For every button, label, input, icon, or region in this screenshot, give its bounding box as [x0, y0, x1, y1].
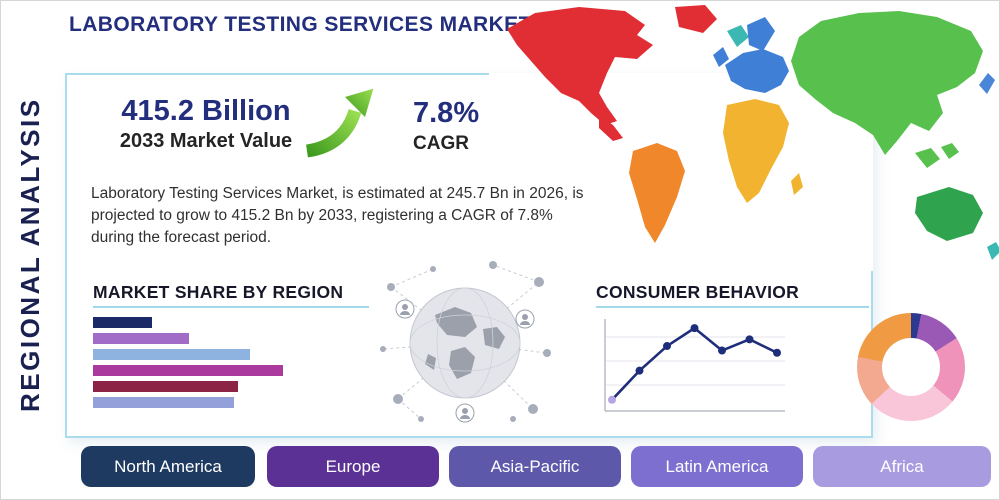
region-button-europe[interactable]: Europe — [267, 446, 439, 487]
region-button-asia-pacific[interactable]: Asia-Pacific — [449, 446, 621, 487]
region-button-latin-america[interactable]: Latin America — [631, 446, 803, 487]
map-japan — [979, 73, 995, 94]
cagr-caption: CAGR — [413, 133, 469, 154]
market-value-block: 415.2 Billion 2033 Market Value — [96, 95, 316, 153]
map-iceland — [727, 25, 749, 47]
market-share-bar-chart — [93, 317, 289, 413]
donut-chart — [857, 313, 965, 421]
market-value: 415.2 Billion — [121, 95, 291, 127]
region-button-africa[interactable]: Africa — [813, 446, 991, 487]
market-share-bar-4 — [93, 365, 284, 376]
growth-arrow-icon — [305, 88, 374, 158]
card-border — [65, 436, 873, 438]
market-value-caption: 2033 Market Value — [119, 130, 293, 152]
map-scandinavia — [747, 17, 775, 51]
region-button-label: Asia-Pacific — [490, 456, 580, 476]
region-button-label: North America — [114, 456, 222, 476]
cagr-value: 7.8% — [413, 97, 480, 129]
market-share-bar-5 — [93, 381, 239, 392]
heading-underline — [596, 306, 869, 308]
map-sea-islands — [941, 143, 959, 159]
map-australia — [915, 187, 983, 241]
cagr-block: 7.8% CAGR — [413, 97, 479, 155]
heading-underline — [93, 306, 369, 308]
card-border — [65, 73, 67, 438]
market-share-bar-3 — [93, 349, 250, 360]
side-label-regional-analysis: REGIONAL ANALYSIS — [15, 97, 45, 413]
page-title: LABORATORY TESTING SERVICES MARKET — [69, 13, 532, 36]
region-button-label: Europe — [325, 456, 381, 476]
market-share-bar-6 — [93, 397, 235, 408]
market-share-bar-2 — [93, 333, 190, 344]
region-button-label: Latin America — [665, 456, 769, 476]
market-description: Laboratory Testing Services Market, is e… — [91, 185, 584, 246]
map-sea-islands — [915, 148, 940, 168]
consumer-behavior-chart — [604, 319, 785, 412]
region-button-north-america[interactable]: North America — [81, 446, 255, 487]
card-border — [65, 73, 489, 75]
consumer-behavior-heading: CONSUMER BEHAVIOR — [596, 282, 800, 302]
map-uk — [713, 47, 729, 67]
map-new-zealand — [987, 242, 999, 260]
market-share-bar-1 — [93, 317, 152, 328]
region-button-label: Africa — [880, 456, 924, 476]
market-share-heading: MARKET SHARE BY REGION — [93, 282, 344, 302]
map-greenland — [675, 5, 717, 33]
